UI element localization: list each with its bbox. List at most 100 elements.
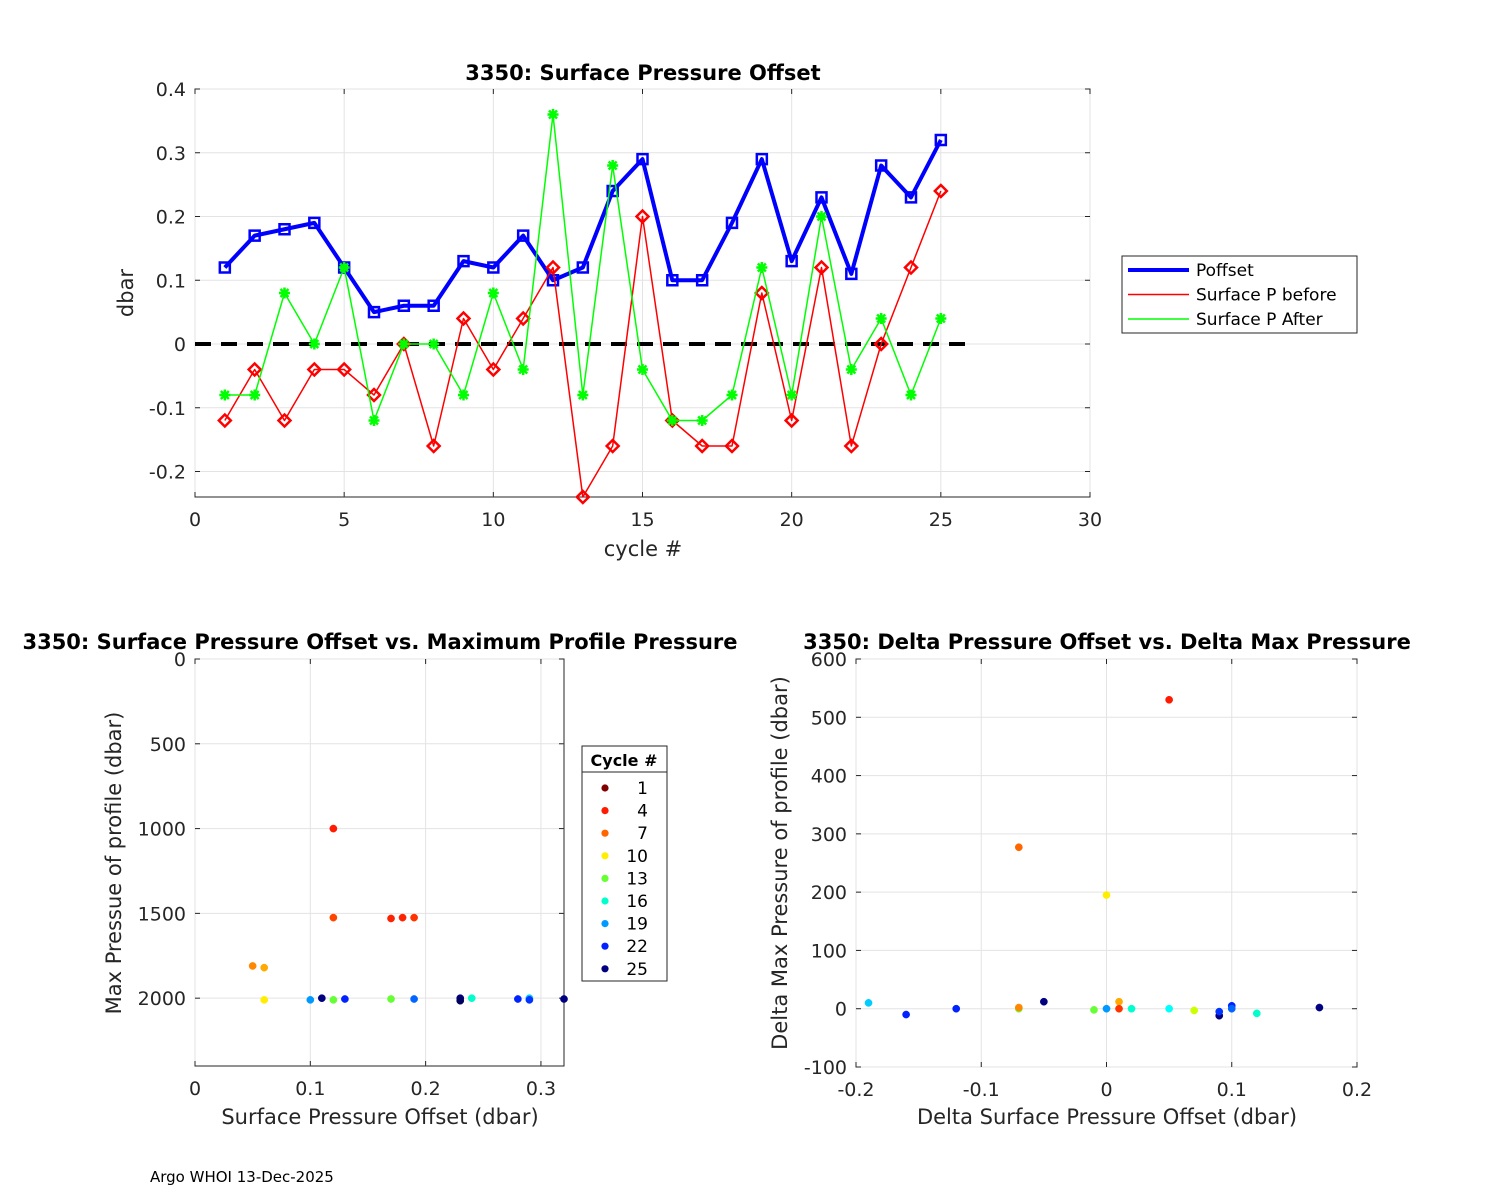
delta-point: [1090, 1006, 1098, 1014]
point-poffset: [904, 191, 918, 204]
maxp-ytick-label: 1500: [138, 903, 186, 925]
offset-ytick-label: 0: [174, 334, 186, 356]
delta-point: [1252, 1009, 1261, 1018]
point-surface-p-before: [933, 183, 949, 199]
cycle-legend-marker: [601, 942, 609, 950]
cycle-legend-marker: [601, 829, 609, 837]
point-surface-p-before: [455, 310, 472, 327]
cycle-legend-label: 13: [626, 869, 648, 889]
point-surface-p-before: [306, 361, 323, 378]
point-surface-p-before: [485, 361, 502, 378]
point-surface-p-before: [515, 310, 531, 327]
maxp-point: [317, 994, 326, 1003]
point-surface-p-before: [545, 259, 561, 276]
delta-point: [1190, 1006, 1199, 1015]
cycle-legend-marker: [601, 807, 609, 815]
cycle-legend-label: 7: [637, 824, 648, 844]
cycle-legend-marker: [601, 897, 609, 905]
delta-point: [1215, 1007, 1224, 1016]
delta-ytick-label: 500: [811, 707, 847, 729]
point-surface-p-after: [338, 262, 350, 273]
point-surface-p-after: [875, 313, 887, 324]
point-poffset: [725, 216, 739, 230]
delta-point: [1115, 1004, 1123, 1013]
point-surface-p-after: [845, 364, 857, 375]
delta-point: [1227, 1004, 1236, 1013]
point-surface-p-after: [637, 364, 648, 375]
point-poffset: [785, 254, 798, 268]
delta-point: [864, 999, 873, 1007]
offset-ytick-label: -0.1: [149, 398, 186, 420]
maxp-y-axis-label: Max Pressue of profile (dbar): [102, 712, 126, 1015]
legend-label-poffset: Poffset: [1196, 261, 1254, 281]
offset-ytick-label: 0.1: [156, 270, 186, 292]
point-surface-p-after: [368, 415, 380, 426]
cycle-legend-label: 25: [626, 960, 648, 980]
point-surface-p-after: [279, 287, 290, 299]
point-surface-p-after: [905, 389, 917, 401]
point-surface-p-after: [547, 109, 559, 120]
point-surface-p-after: [487, 287, 499, 299]
series-line-surface-p-before: [224, 190, 942, 498]
maxp-x-axis-label: Surface Pressure Offset (dbar): [221, 1105, 538, 1129]
legend-label-surface-p-after: Surface P After: [1196, 310, 1323, 330]
offset-xtick-label: 5: [338, 509, 350, 531]
maxp-point: [514, 995, 522, 1003]
point-poffset: [278, 223, 291, 236]
delta-point: [1102, 1004, 1111, 1013]
point-poffset: [815, 191, 828, 204]
maxp-points: [248, 824, 568, 1005]
offset-series: [195, 109, 971, 505]
delta-point: [902, 1010, 910, 1019]
delta-ytick-label: 600: [811, 649, 847, 671]
point-surface-p-before: [217, 412, 233, 429]
point-surface-p-before: [634, 208, 651, 225]
delta-xtick-label: -0.2: [837, 1079, 874, 1101]
maxp-point: [306, 996, 315, 1004]
point-poffset: [576, 261, 590, 274]
offset-xtick-label: 0: [189, 509, 201, 531]
cycle-legend-marker: [601, 965, 609, 973]
delta-ticks: -0.2 -0.1 0 0.1 0.2 -100 0 100 200 300 400 500 600: [804, 649, 1372, 1101]
cycle-legend-marker: [601, 874, 609, 883]
maxp-ytick-label: 500: [150, 734, 186, 756]
point-surface-p-before: [694, 438, 710, 454]
maxp-point: [329, 996, 338, 1004]
point-surface-p-before: [903, 259, 919, 276]
point-poffset: [427, 299, 440, 312]
delta-point: [1165, 695, 1173, 704]
point-surface-p-before: [664, 412, 681, 429]
delta-xtick-label: 0: [1100, 1079, 1112, 1101]
point-poffset: [457, 254, 470, 268]
delta-xtick-label: 0.1: [1217, 1079, 1247, 1101]
point-surface-p-before: [396, 336, 412, 352]
cycle-legend-label: 19: [626, 915, 648, 935]
maxp-plot-area: [194, 658, 565, 1067]
maxp-ytick-label: 2000: [138, 988, 186, 1010]
offset-x-axis-label: cycle #: [604, 537, 683, 561]
point-poffset: [397, 299, 411, 312]
cycle-legend-label: 16: [626, 892, 648, 912]
delta-y-axis-label: Delta Max Pressure of profile (dbar): [768, 676, 792, 1050]
point-surface-p-after: [308, 338, 320, 350]
cycle-legend-marker: [601, 920, 609, 928]
offset-xtick-label: 30: [1078, 509, 1102, 531]
cycle-legend-label: 4: [637, 802, 648, 822]
maxp-point: [248, 962, 257, 970]
maxp-point: [410, 913, 418, 922]
offset-ticks: 0 5 10 15 20 25 30 -0.2 -0.1 0 0.1 0.2 0.3 0.4: [149, 79, 1102, 531]
maxp-ticks: 0 0.1 0.2 0.3 0 500 1000 1500 2000: [138, 649, 564, 1100]
maxp-grid: [194, 658, 564, 1066]
maxp-xtick-label: 0.3: [526, 1078, 556, 1100]
maxp-point: [525, 996, 534, 1004]
maxp-point: [456, 996, 465, 1005]
point-surface-p-after: [726, 389, 738, 401]
delta-ytick-label: 0: [835, 999, 847, 1021]
point-surface-p-after: [249, 389, 261, 401]
maxp-point: [329, 824, 338, 833]
point-surface-p-before: [783, 412, 800, 429]
delta-point: [1115, 997, 1123, 1006]
cycle-legend-title: Cycle #: [591, 751, 658, 770]
